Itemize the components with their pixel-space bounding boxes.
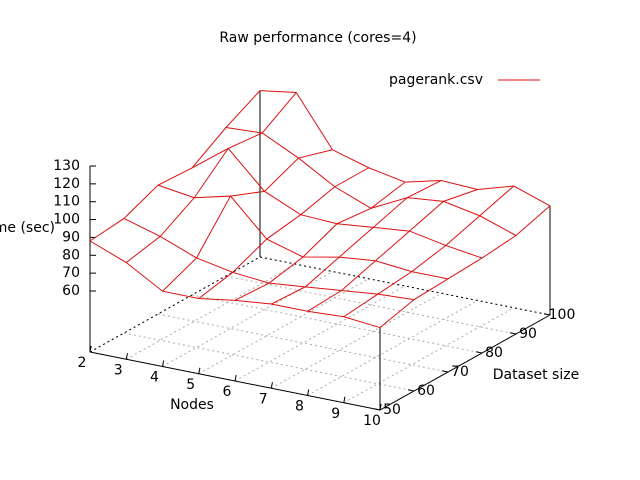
surface-line <box>157 184 449 280</box>
surface-line <box>234 181 406 301</box>
x-tick-label: 4 <box>150 370 159 386</box>
z-tick-label: 110 <box>53 194 80 210</box>
x-tick-label: 8 <box>295 399 304 415</box>
grid-line <box>123 332 415 392</box>
surface-line <box>191 147 483 259</box>
x-tick <box>379 403 382 411</box>
z-tick-label: 70 <box>62 265 80 281</box>
x-tick-label: 6 <box>223 384 232 400</box>
axis-line <box>259 256 551 316</box>
x-tick <box>198 367 201 374</box>
x-axis-label: Nodes <box>170 397 214 413</box>
y-tick-label: 50 <box>383 402 401 418</box>
z-tick-label: 80 <box>62 247 80 263</box>
surface-line <box>379 205 551 328</box>
surface-line <box>271 180 442 305</box>
y-axis-label: Dataset size <box>493 367 579 383</box>
x-tick <box>125 353 128 360</box>
y-tick <box>475 351 483 354</box>
x-tick-label: 10 <box>363 413 381 429</box>
z-tick-label: 130 <box>53 158 80 174</box>
x-tick-label: 5 <box>186 377 195 393</box>
y-tick <box>543 313 551 316</box>
surface-line <box>307 189 478 312</box>
surface-line <box>343 185 515 318</box>
z-tick-label: 60 <box>62 283 80 299</box>
surface-line <box>225 127 517 236</box>
surface-line <box>162 149 333 292</box>
surface-line <box>125 92 297 263</box>
y-tick-label: 90 <box>519 326 537 342</box>
z-tick-label: 90 <box>62 229 80 245</box>
x-tick-label: 3 <box>114 362 123 378</box>
x-tick-label: 9 <box>331 406 340 422</box>
z-tick-label: 120 <box>53 176 80 192</box>
grid-line <box>191 294 483 354</box>
y-tick-label: 80 <box>485 345 503 361</box>
grid-line <box>157 313 449 373</box>
x-tick <box>162 360 165 367</box>
x-tick <box>89 345 92 353</box>
x-tick <box>307 389 310 396</box>
surface-line <box>198 167 369 299</box>
x-tick-label: 2 <box>78 355 87 371</box>
chart-title: Raw performance (cores=4) <box>219 30 416 46</box>
y-tick <box>373 408 381 411</box>
z-axis-label: Time (sec) <box>0 220 55 236</box>
y-tick <box>441 370 449 373</box>
surface-line <box>89 240 381 329</box>
y-tick-label: 70 <box>451 364 469 380</box>
surface-line <box>89 90 261 242</box>
y-tick <box>509 332 517 335</box>
surface-line <box>259 90 551 207</box>
legend-label: pagerank.csv <box>389 72 483 88</box>
y-tick-label: 60 <box>417 383 435 399</box>
y-tick <box>407 389 415 392</box>
x-tick <box>343 396 346 403</box>
z-tick-label: 100 <box>53 212 80 228</box>
x-tick <box>270 382 273 389</box>
x-tick <box>234 374 237 382</box>
surface-line <box>123 217 415 301</box>
x-tick-label: 7 <box>259 391 268 407</box>
y-tick-label: 100 <box>549 307 576 323</box>
grid-line <box>225 275 517 335</box>
